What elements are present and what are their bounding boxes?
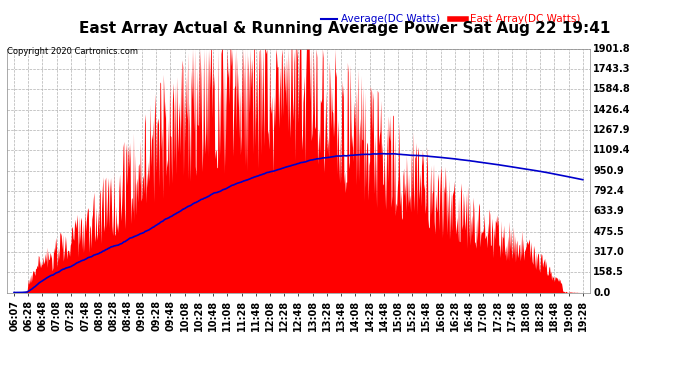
- Text: 1426.4: 1426.4: [593, 105, 631, 115]
- Text: Copyright 2020 Cartronics.com: Copyright 2020 Cartronics.com: [7, 47, 138, 56]
- Text: 633.9: 633.9: [593, 206, 624, 216]
- Text: 792.4: 792.4: [593, 186, 624, 196]
- Text: 0.0: 0.0: [593, 288, 611, 297]
- Text: 950.9: 950.9: [593, 166, 624, 176]
- Text: 317.0: 317.0: [593, 247, 624, 257]
- Text: 475.5: 475.5: [593, 226, 624, 237]
- Text: 1584.8: 1584.8: [593, 84, 631, 94]
- Text: 158.5: 158.5: [593, 267, 624, 277]
- Text: 1901.8: 1901.8: [593, 44, 631, 54]
- Text: 1109.4: 1109.4: [593, 145, 631, 155]
- Text: East Array Actual & Running Average Power Sat Aug 22 19:41: East Array Actual & Running Average Powe…: [79, 21, 611, 36]
- Text: 1743.3: 1743.3: [593, 64, 631, 74]
- Text: 1267.9: 1267.9: [593, 125, 631, 135]
- Legend: Average(DC Watts), East Array(DC Watts): Average(DC Watts), East Array(DC Watts): [317, 10, 584, 28]
